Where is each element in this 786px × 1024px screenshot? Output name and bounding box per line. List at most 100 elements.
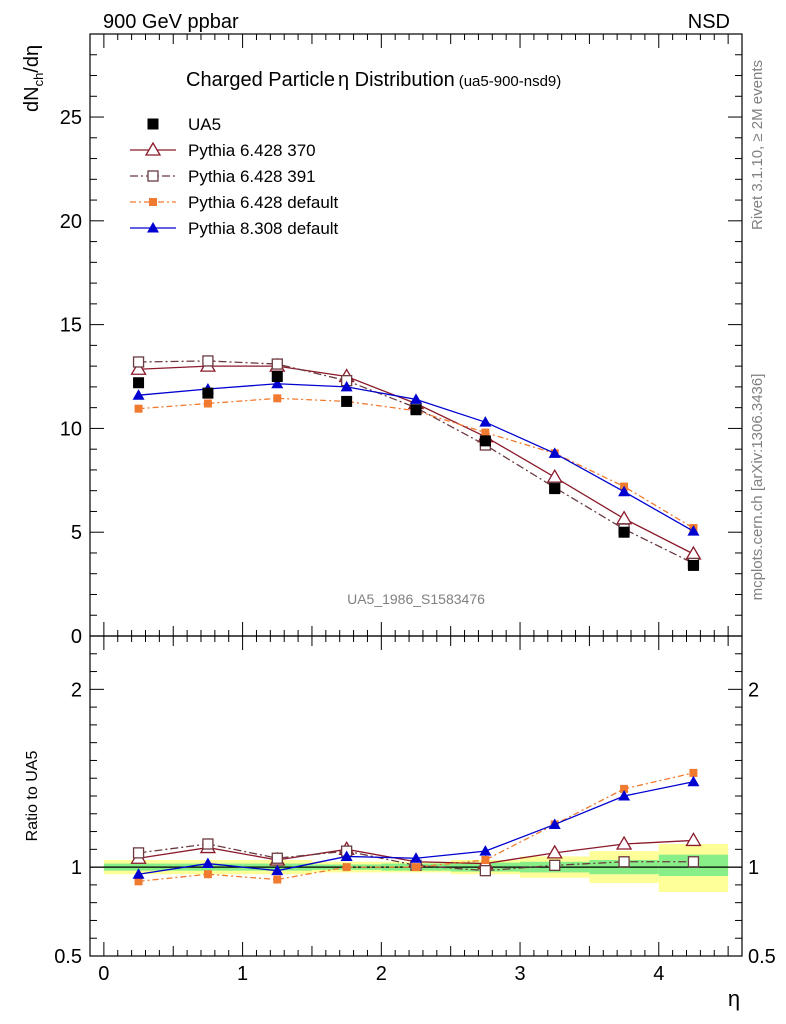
top-ytick-label: 5 bbox=[71, 522, 82, 544]
ratio-series-1-point-2 bbox=[271, 852, 283, 864]
ylabel-tail: /dη bbox=[21, 45, 43, 73]
top-series-3-line bbox=[138, 397, 694, 529]
top-series-4-point-2 bbox=[271, 377, 284, 389]
top-series-0-point-1 bbox=[202, 387, 214, 399]
ratio-ytick-label-right: 1 bbox=[748, 857, 759, 879]
ratio-series bbox=[130, 768, 702, 886]
top-series-3-point-0 bbox=[134, 404, 143, 413]
top-series-4-point-7 bbox=[618, 485, 631, 497]
ratio-series-1-point-8 bbox=[687, 856, 700, 868]
title-lead: Charged Particle bbox=[186, 69, 335, 91]
ratio-series-1-point-0 bbox=[132, 847, 145, 859]
top-ytick-label: 20 bbox=[60, 211, 82, 233]
legend-label-4: Pythia 8.308 default bbox=[188, 219, 339, 238]
top-series-2-point-1 bbox=[202, 355, 214, 367]
legend-label-0: UA5 bbox=[188, 115, 221, 134]
top-series-3-point-5 bbox=[481, 428, 490, 437]
ratio-series-0-point-8 bbox=[685, 832, 702, 847]
ratio-series-2-point-7 bbox=[620, 784, 629, 793]
top-series-0-point-3 bbox=[341, 395, 353, 407]
legend-marker-3 bbox=[149, 198, 157, 206]
header-left: 900 GeV ppbar bbox=[103, 11, 239, 33]
analysis-watermark: UA5_1986_S1583476 bbox=[347, 591, 485, 607]
top-series-4-point-5 bbox=[479, 416, 492, 427]
xtick-label: 3 bbox=[514, 963, 525, 985]
xtick-label: 4 bbox=[653, 963, 664, 985]
ratio-series-3-point-8 bbox=[687, 775, 700, 787]
title-eta: η bbox=[338, 69, 349, 91]
xtick-label: 1 bbox=[237, 963, 248, 985]
ratio-series-3-point-2 bbox=[271, 864, 284, 876]
ratio-ylabel: Ratio to UA5 bbox=[24, 751, 41, 842]
ratio-series-2-point-3 bbox=[342, 863, 351, 872]
top-series-4-point-8 bbox=[687, 525, 700, 536]
top-series-4-point-6 bbox=[548, 447, 561, 458]
ylabel-sub: ch bbox=[31, 73, 46, 87]
title-tag: (ua5-900-nsd9) bbox=[459, 73, 562, 90]
ratio-axes: 0 1 2 3 4 0.5 0.5 1 1 2 2 bbox=[54, 635, 776, 985]
xtick-label: 0 bbox=[98, 963, 109, 985]
ratio-ytick-label: 2 bbox=[71, 679, 82, 701]
xtick-label: 2 bbox=[376, 963, 387, 985]
top-series-0-point-2 bbox=[271, 371, 283, 383]
ratio-ytick-label: 1 bbox=[71, 857, 82, 879]
ratio-series-3-point-0 bbox=[132, 868, 145, 879]
ratio-series-3-point-7 bbox=[618, 790, 631, 801]
ratio-series-1-point-1 bbox=[202, 838, 214, 850]
ratio-series-3-point-4 bbox=[410, 852, 422, 863]
ratio-series-2-point-8 bbox=[689, 768, 698, 777]
ratio-series-1-point-5 bbox=[479, 865, 492, 877]
top-series-4-point-4 bbox=[410, 393, 422, 404]
ratio-series-0-point-7 bbox=[615, 835, 633, 850]
top-ytick-label: 0 bbox=[71, 626, 82, 648]
title-rest: Distribution bbox=[349, 69, 455, 91]
top-series-1-point-7 bbox=[615, 510, 633, 525]
ratio-series-2-point-0 bbox=[134, 877, 143, 886]
top-series-0-point-4 bbox=[410, 404, 422, 416]
legend-label-1: Pythia 6.428 370 bbox=[188, 141, 316, 160]
main-axes: 0 5 10 15 20 25 bbox=[60, 33, 743, 648]
top-series-0-point-8 bbox=[687, 559, 699, 571]
ratio-series-2-point-4 bbox=[412, 863, 420, 872]
legend-marker-2 bbox=[147, 170, 159, 182]
top-series-1-point-6 bbox=[546, 468, 563, 483]
ratio-ytick-label: 0.5 bbox=[54, 946, 82, 968]
main-title: Charged Particle η Distribution (ua5-900-n… bbox=[186, 69, 561, 91]
ratio-series-2-point-5 bbox=[481, 856, 490, 864]
top-series-3-point-2 bbox=[273, 394, 282, 403]
ratio-series-2-point-1 bbox=[203, 870, 212, 879]
legend-label-2: Pythia 6.428 391 bbox=[188, 167, 316, 186]
top-series-0-point-0 bbox=[133, 377, 145, 389]
top-series-0-point-7 bbox=[618, 526, 630, 538]
main-series bbox=[130, 355, 702, 571]
x-axis-label: η bbox=[728, 986, 740, 1011]
ratio-series-2-point-2 bbox=[273, 875, 282, 884]
top-series-4-point-0 bbox=[132, 389, 145, 400]
ratio-ytick-label-right: 0.5 bbox=[748, 946, 776, 968]
ratio-ytick-label-right: 2 bbox=[748, 679, 759, 701]
ylabel-main: dN bbox=[21, 86, 43, 112]
ratio-series-3-point-1 bbox=[201, 857, 214, 869]
top-ytick-label: 25 bbox=[60, 107, 82, 129]
ratio-series-3-point-5 bbox=[479, 845, 492, 856]
header-right: NSD bbox=[688, 11, 730, 33]
ratio-series-0-point-6 bbox=[546, 844, 563, 859]
top-ytick-label: 10 bbox=[60, 418, 82, 440]
top-series-2-point-0 bbox=[132, 356, 145, 368]
ratio-series-1-point-7 bbox=[618, 856, 630, 868]
ratio-series-1-point-6 bbox=[549, 859, 561, 871]
legend-label-3: Pythia 6.428 default bbox=[188, 193, 339, 212]
ratio-series-3-point-3 bbox=[340, 850, 353, 861]
top-series-1-point-0 bbox=[130, 360, 147, 375]
top-series-4-point-3 bbox=[340, 380, 353, 392]
mcplots-label: mcplots.cern.ch [arXiv:1306.3436] bbox=[749, 374, 766, 601]
ratio-series-1-line bbox=[138, 843, 694, 872]
main-ylabel: dNch/dη bbox=[21, 45, 46, 112]
rivet-label: Rivet 3.1.10, ≥ 2M events bbox=[749, 60, 766, 230]
legend-marker-1 bbox=[144, 141, 162, 156]
top-ytick-label: 15 bbox=[60, 315, 82, 337]
top-series-2-line bbox=[138, 360, 694, 564]
legend: UA5 Pythia 6.428 370 Pythia 6.428 391 Pythi… bbox=[130, 115, 339, 238]
legend-marker-4 bbox=[147, 222, 159, 233]
